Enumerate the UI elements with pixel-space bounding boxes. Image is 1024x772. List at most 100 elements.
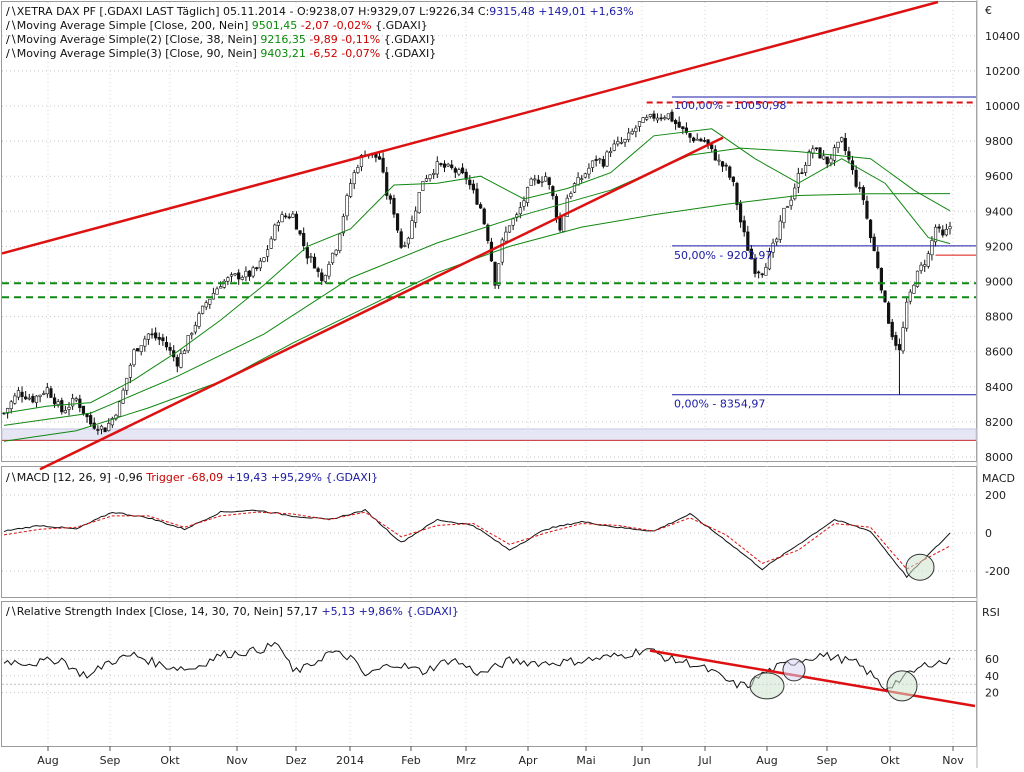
candle-body bbox=[27, 397, 31, 400]
candle-body bbox=[175, 357, 179, 367]
rsi-highlight-circle bbox=[749, 672, 785, 700]
candle-body bbox=[879, 267, 883, 291]
candle-body bbox=[6, 408, 10, 414]
macd-tick-label: 0 bbox=[985, 527, 992, 540]
candle-body bbox=[789, 199, 793, 206]
candle-body bbox=[554, 196, 559, 218]
candle-body bbox=[157, 337, 161, 340]
rsi-trend-line bbox=[649, 649, 976, 708]
legend-suffix: {.GDAXI} bbox=[380, 47, 436, 60]
month-label: Aug bbox=[756, 754, 777, 767]
candle-body bbox=[540, 180, 544, 183]
candle-body bbox=[269, 238, 273, 249]
candle-body bbox=[204, 302, 208, 308]
candle-body bbox=[96, 429, 100, 431]
candle-body bbox=[522, 200, 526, 207]
candle-body bbox=[901, 327, 905, 352]
candle-body bbox=[146, 333, 151, 340]
candle-body bbox=[699, 138, 703, 142]
candle-body bbox=[20, 391, 24, 397]
candle-body bbox=[287, 216, 291, 219]
candle-body bbox=[24, 396, 28, 400]
month-label: Okt bbox=[880, 754, 900, 767]
candle-body bbox=[327, 264, 331, 277]
price-tick-label: 9400 bbox=[985, 205, 1013, 218]
macd-trigger-line bbox=[3, 511, 951, 570]
candle-body bbox=[619, 141, 624, 144]
candle-body bbox=[164, 341, 169, 348]
candle-body bbox=[641, 117, 645, 123]
candle-body bbox=[139, 345, 143, 353]
candle-body bbox=[933, 226, 938, 243]
ma-38-line bbox=[3, 128, 951, 414]
candle-body bbox=[872, 236, 876, 252]
candle-body bbox=[764, 267, 768, 276]
candle-body bbox=[854, 169, 858, 187]
price-tick-label: 9600 bbox=[985, 170, 1013, 183]
month-label: Okt bbox=[160, 754, 180, 767]
candle-body bbox=[446, 163, 450, 167]
candle-body bbox=[392, 197, 396, 215]
candle-body bbox=[309, 256, 313, 258]
legend-line-2: ∕∖Moving Average Simple [Close, 200, Nei… bbox=[6, 19, 428, 32]
price-tick-label: 9000 bbox=[985, 276, 1013, 289]
candle-body bbox=[627, 132, 631, 140]
candle-body bbox=[161, 337, 165, 342]
price-tick-label: 8400 bbox=[985, 381, 1013, 394]
legend-text: Moving Average Simple(2) [Close, 38, Nei… bbox=[17, 33, 261, 46]
candle-body bbox=[16, 390, 21, 398]
candle-body bbox=[908, 291, 912, 302]
candle-body bbox=[710, 144, 714, 150]
rsi-panel[interactable] bbox=[1, 601, 977, 747]
candle-body bbox=[746, 231, 750, 251]
candle-body bbox=[34, 395, 39, 403]
candle-body bbox=[352, 172, 356, 185]
candle-body bbox=[655, 117, 660, 121]
candle-body bbox=[796, 173, 800, 188]
candle-body bbox=[894, 335, 898, 346]
candle-body bbox=[728, 166, 732, 178]
candle-body bbox=[341, 216, 346, 234]
candle-body bbox=[99, 425, 104, 430]
candle-body bbox=[775, 238, 779, 243]
candle-body bbox=[868, 219, 873, 239]
macd-axis-title: MACD bbox=[982, 472, 1015, 485]
candle-body bbox=[681, 126, 685, 130]
legend-line-4: ∕∖Moving Average Simple(3) [Close, 90, N… bbox=[6, 47, 436, 60]
candle-body bbox=[56, 401, 60, 405]
candle-body bbox=[349, 183, 353, 197]
candle-body bbox=[89, 415, 93, 425]
legend-line-1: ∕∖XETRA DAX PF [.GDAXI LAST Täglich] 05.… bbox=[6, 5, 634, 18]
candle-body bbox=[135, 348, 140, 352]
upper-trend-line bbox=[1, 0, 939, 255]
candle-body bbox=[294, 213, 299, 230]
candle-body bbox=[200, 305, 205, 314]
candle-body bbox=[103, 427, 107, 433]
candle-body bbox=[150, 333, 154, 336]
candle-body bbox=[807, 151, 811, 166]
month-label: Sep bbox=[100, 754, 121, 767]
macd-panel[interactable] bbox=[1, 466, 977, 598]
candle-body bbox=[757, 271, 761, 274]
rsi-axis-title: RSI bbox=[982, 606, 1000, 619]
legend-value: 9315,48 +149,01 +1,63% bbox=[489, 5, 633, 18]
candle-body bbox=[803, 164, 808, 173]
candle-body bbox=[247, 270, 252, 277]
candle-body bbox=[273, 224, 277, 240]
candle-body bbox=[648, 114, 652, 117]
month-label: Mrz bbox=[456, 754, 476, 767]
rsi-highlight-circle bbox=[782, 658, 806, 682]
month-label: Jun bbox=[632, 754, 650, 767]
legend-text: XETRA DAX PF [.GDAXI LAST Täglich] 05.11… bbox=[17, 5, 490, 18]
line-symbol-icon: ∕∖ bbox=[6, 5, 17, 18]
legend-suffix: {.GDAXI} bbox=[380, 33, 436, 46]
candle-body bbox=[948, 226, 952, 230]
candle-body bbox=[897, 344, 902, 351]
candle-body bbox=[630, 130, 634, 135]
candle-body bbox=[778, 220, 782, 240]
legend-text: Moving Average Simple(3) [Close, 90, Nei… bbox=[17, 47, 261, 60]
candle-body bbox=[858, 187, 862, 189]
candle-body bbox=[345, 195, 349, 217]
candle-body bbox=[659, 117, 663, 120]
